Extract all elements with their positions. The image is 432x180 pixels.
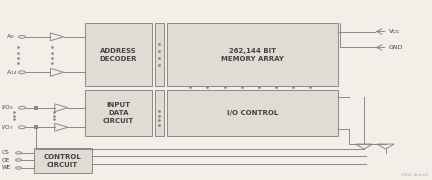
Bar (167, 23, 338, 86)
Text: A$_0$: A$_0$ (6, 32, 14, 41)
Text: WE: WE (1, 165, 11, 170)
Text: ADDRESS
DECODER: ADDRESS DECODER (100, 48, 137, 62)
Text: Vcc: Vcc (388, 29, 400, 34)
Text: I/O CONTROL: I/O CONTROL (227, 110, 278, 116)
Text: A$_{14}$: A$_{14}$ (6, 68, 17, 77)
Text: CONTROL
CIRCUIT: CONTROL CIRCUIT (44, 154, 81, 168)
Text: 3101 drw 01: 3101 drw 01 (401, 173, 429, 177)
Bar (167, 90, 338, 136)
Bar (155, 90, 164, 136)
Text: INPUT
DATA
CIRCUIT: INPUT DATA CIRCUIT (103, 102, 134, 124)
Text: GND: GND (388, 45, 403, 50)
Text: 262,144 BIT
MEMORY ARRAY: 262,144 BIT MEMORY ARRAY (221, 48, 284, 62)
Text: I/O$_7$: I/O$_7$ (1, 123, 14, 132)
Text: I/O$_0$: I/O$_0$ (1, 103, 14, 112)
Bar (34, 148, 92, 173)
Bar (85, 90, 152, 136)
Bar (155, 23, 164, 86)
Text: CS: CS (1, 150, 9, 155)
Bar (85, 23, 152, 86)
Text: OE: OE (1, 158, 10, 163)
